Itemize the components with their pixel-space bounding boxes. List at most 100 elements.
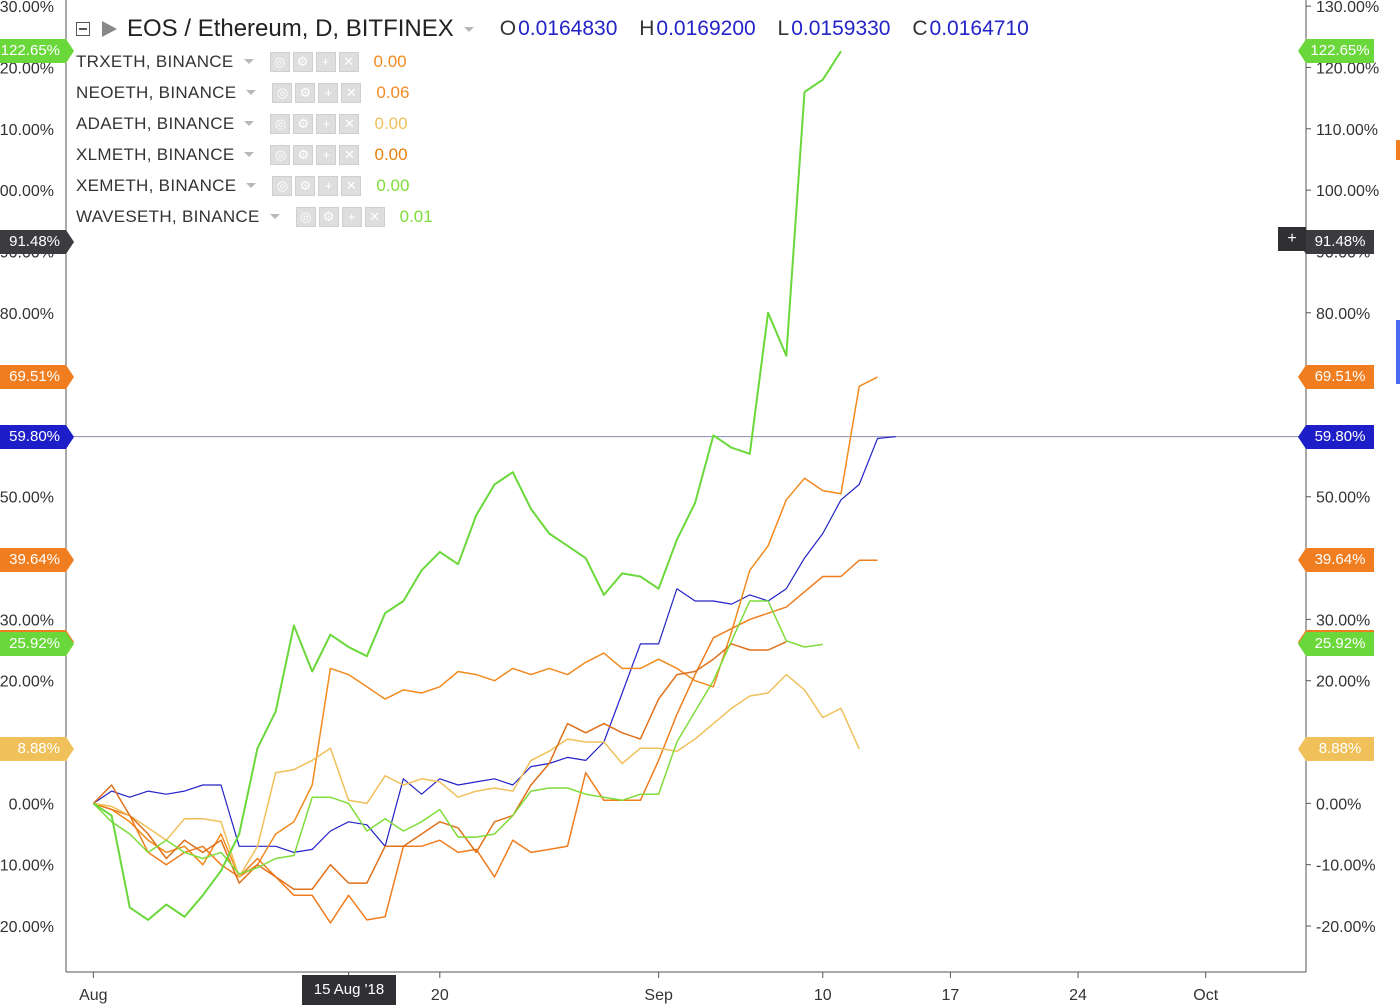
close-icon[interactable]: ✕ [341,82,362,103]
gear-icon[interactable]: ⚙ [295,82,316,103]
y-tick-label-right: 20.00% [1316,674,1370,691]
main-series-header: EOS / Ethereum, D, BITFINEX O0.0164830 H… [76,12,1045,46]
series-line-xemeth [92,600,823,875]
compare-symbol-actions: ◎ ⚙ + ✕ [272,82,364,103]
compare-symbol-name[interactable]: NEOETH, BINANCE [76,82,237,102]
eye-icon[interactable]: ◎ [269,51,290,72]
y-tick-label-right: 80.00% [1316,306,1370,323]
open-label: O [499,17,517,40]
y-tick-label-right: 130.00% [1316,0,1379,16]
close-icon[interactable]: ✕ [341,175,362,196]
chevron-down-icon[interactable] [246,183,257,188]
compare-symbol-name[interactable]: XEMETH, BINANCE [76,175,237,195]
cursor-date-label: 15 Aug '18 [302,975,396,1005]
compare-symbol-actions: ◎ ⚙ + ✕ [295,206,388,227]
price-tag-left: 69.51% [0,365,74,390]
series-line-waveseth [92,50,842,921]
gear-icon[interactable]: ⚙ [293,113,314,134]
compare-symbol-value: 0.06 [376,82,410,102]
price-tag-left: 91.48% [0,230,74,255]
gear-icon[interactable]: ⚙ [293,144,314,165]
y-tick-label-left: 100.00% [0,183,54,200]
plus-icon[interactable]: + [315,51,336,72]
series-line-eos [93,436,896,854]
chevron-down-icon[interactable] [246,90,257,95]
price-tag-left: 39.64% [0,548,74,573]
compare-symbol-value: 0.00 [376,175,410,195]
open-value: 0.0164830 [518,17,618,40]
compare-symbol-actions: ◎ ⚙ + ✕ [270,113,362,134]
crosshair-plus-icon[interactable]: + [1278,227,1306,251]
price-tag-left: 122.65% [0,39,74,64]
close-icon[interactable]: ✕ [338,51,359,72]
plus-icon[interactable]: + [341,206,362,227]
compare-symbol-value: 0.00 [374,113,408,133]
compare-symbol-actions: ◎ ⚙ + ✕ [272,175,364,196]
y-tick-label-left: -10.00% [0,858,54,875]
plus-icon[interactable]: + [316,113,337,134]
x-axis-ticks: Aug 20 Sep 10 17 24 Oct [79,972,1219,1004]
eye-icon[interactable]: ◎ [270,113,291,134]
chevron-down-icon[interactable] [243,59,254,64]
x-tick-label: Aug [79,987,107,1004]
close-value: 0.0164710 [929,17,1029,40]
flag-icon[interactable] [102,21,117,37]
compare-symbol-name[interactable]: WAVESETH, BINANCE [76,206,260,226]
legend: EOS / Ethereum, D, BITFINEX O0.0164830 H… [76,12,1045,232]
plus-icon[interactable]: + [318,175,339,196]
series-line-adaeth [93,673,860,878]
eye-icon[interactable]: ◎ [270,144,291,165]
compare-symbol-row: NEOETH, BINANCE ◎ ⚙ + ✕ 0.06 [76,77,1045,108]
y-tick-label-right: -20.00% [1316,919,1376,936]
compare-symbol-value: 0.00 [373,51,407,71]
eye-icon[interactable]: ◎ [295,206,316,227]
y-tick-label-right: 30.00% [1316,612,1370,629]
price-tag-right: 39.64% [1298,548,1374,573]
y-tick-label-right: 0.00% [1316,796,1361,813]
compare-symbol-actions: ◎ ⚙ + ✕ [270,144,362,165]
chevron-down-icon[interactable] [463,26,474,32]
y-tick-label-left: 110.00% [0,122,54,139]
collapse-legend-button[interactable] [76,22,90,36]
price-tag-right: 69.51% [1298,365,1374,390]
close-icon[interactable]: ✕ [339,113,360,134]
compare-symbol-actions: ◎ ⚙ + ✕ [269,51,362,72]
high-value: 0.0169200 [656,17,756,40]
eye-icon[interactable]: ◎ [272,175,293,196]
plus-icon[interactable]: + [318,82,339,103]
low-value: 0.0159330 [791,17,891,40]
gear-icon[interactable]: ⚙ [318,206,339,227]
compare-symbol-name[interactable]: XLMETH, BINANCE [76,144,235,164]
price-tag-right: 91.48% [1298,230,1374,255]
y-tick-label-left: 30.00% [0,612,54,629]
series-lines [92,50,896,924]
compare-symbol-name[interactable]: TRXETH, BINANCE [76,51,234,71]
price-tag-left: 59.80% [0,424,74,449]
price-tag-right: 122.65% [1298,39,1374,64]
eye-icon[interactable]: ◎ [272,82,293,103]
chevron-down-icon[interactable] [244,152,255,157]
gear-icon[interactable]: ⚙ [295,175,316,196]
compare-symbol-row: XEMETH, BINANCE ◎ ⚙ + ✕ 0.00 [76,170,1045,201]
y-tick-label-right: -10.00% [1316,858,1376,875]
gear-icon[interactable]: ⚙ [292,51,313,72]
price-tag-right: 59.80% [1298,424,1374,449]
close-label: C [912,17,928,40]
y-tick-label-left: 130.00% [0,0,54,16]
y-tick-label-left: 120.00% [0,60,54,77]
compare-symbol-name[interactable]: ADAETH, BINANCE [76,113,235,133]
y-tick-label-left: -20.00% [0,919,54,936]
y-tick-label-left: 80.00% [0,306,54,323]
plus-icon[interactable]: + [316,144,337,165]
main-series-title[interactable]: EOS / Ethereum, D, BITFINEX [127,15,454,42]
series-line-trxeth [93,376,878,878]
chevron-down-icon[interactable] [269,214,280,219]
low-label: L [777,17,790,40]
close-icon[interactable]: ✕ [364,206,385,227]
close-icon[interactable]: ✕ [339,144,360,165]
x-tick-label: 24 [1069,987,1087,1004]
chevron-down-icon[interactable] [244,121,255,126]
y-tick-label-left: 0.00% [9,796,54,813]
series-line-xlmeth [92,641,787,890]
y-tick-label-right: 120.00% [1316,60,1379,77]
